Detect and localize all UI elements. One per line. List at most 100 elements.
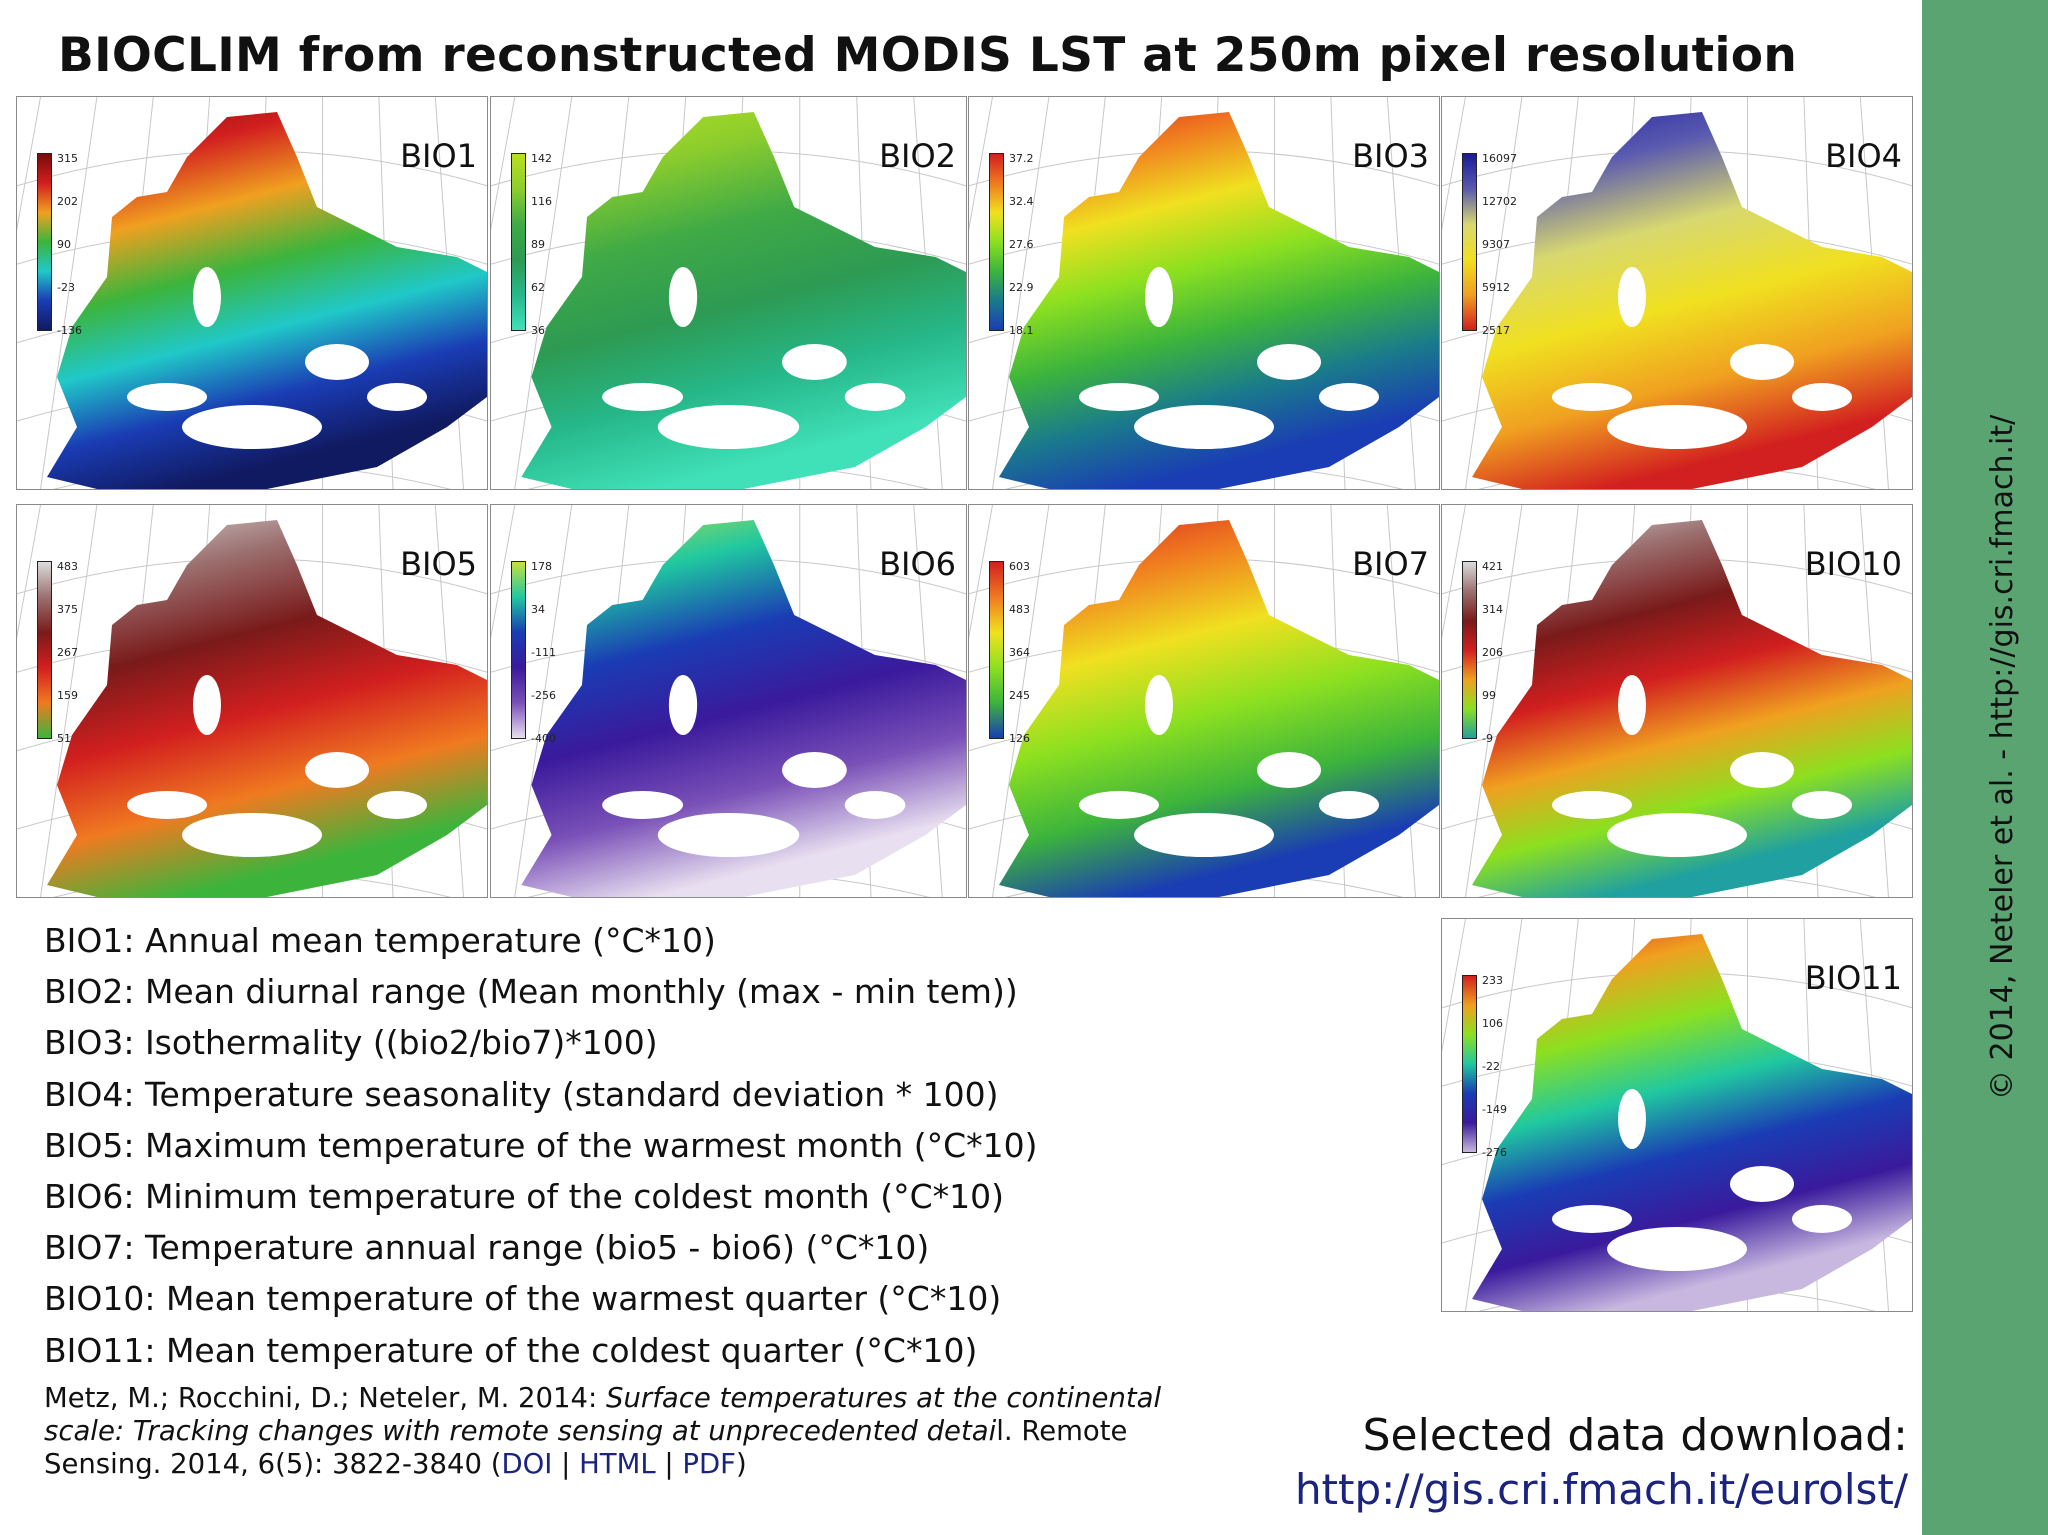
legend-tick-label: 603 xyxy=(1009,561,1030,573)
sea-area xyxy=(782,752,847,788)
legend-tick-label: -23 xyxy=(57,282,75,294)
definition-bio2: BIO2: Mean diurnal range (Mean monthly (… xyxy=(44,966,1038,1017)
legend-color-bar xyxy=(37,153,52,331)
sea-area xyxy=(845,791,906,819)
legend-tick-label: 142 xyxy=(531,153,552,165)
legend-tick-label: 34 xyxy=(531,604,545,616)
legend-tick-label: 314 xyxy=(1482,604,1503,616)
legend-tick-label: 89 xyxy=(531,239,545,251)
sea-area xyxy=(1257,752,1321,788)
html-link[interactable]: HTML xyxy=(579,1448,656,1480)
legend-color-bar xyxy=(511,561,526,739)
panel-label: BIO4 xyxy=(1825,137,1902,175)
panel-label: BIO11 xyxy=(1805,959,1902,997)
panel-label: BIO2 xyxy=(879,137,956,175)
legend-tick-label: -149 xyxy=(1482,1104,1507,1116)
legend-tick-label: 178 xyxy=(531,561,552,573)
sea-area xyxy=(658,405,799,449)
legend-color-bar xyxy=(37,561,52,739)
sea-area xyxy=(1607,813,1747,857)
sea-area xyxy=(1618,1089,1646,1149)
sea-area xyxy=(602,383,683,411)
sea-area xyxy=(1607,405,1747,449)
sea-area xyxy=(845,383,906,411)
panel-label: BIO6 xyxy=(879,545,956,583)
legend-tick-label: -136 xyxy=(57,325,82,337)
map-panel-bio11: 233 106 -22 -149 -276 BIO11 xyxy=(1441,918,1913,1312)
legend-tick-label: -276 xyxy=(1482,1147,1507,1159)
download-label: Selected data download: xyxy=(1295,1410,1908,1462)
legend-tick-label: 16097 xyxy=(1482,153,1517,165)
sea-area xyxy=(1079,791,1159,819)
legend-color-bar xyxy=(1462,975,1477,1153)
sea-area xyxy=(1730,752,1794,788)
citation-title-tail: l xyxy=(996,1415,1004,1447)
sea-area xyxy=(1730,1166,1794,1202)
sea-area xyxy=(1618,267,1646,327)
legend-tick-label: 18.1 xyxy=(1009,325,1034,337)
sea-area xyxy=(782,344,847,380)
sea-area xyxy=(305,752,369,788)
legend-tick-label: 375 xyxy=(57,604,78,616)
sea-area xyxy=(367,791,427,819)
sea-area xyxy=(1792,791,1852,819)
legend-tick-label: -256 xyxy=(531,690,556,702)
sea-area xyxy=(1145,675,1173,735)
separator: | xyxy=(656,1448,683,1480)
legend-tick-label: 245 xyxy=(1009,690,1030,702)
legend-tick-label: 62 xyxy=(531,282,545,294)
definition-bio6: BIO6: Minimum temperature of the coldest… xyxy=(44,1171,1038,1222)
map-panel-bio3: 37.2 32.4 27.6 22.9 18.1 BIO3 xyxy=(968,96,1440,490)
legend-tick-label: 126 xyxy=(1009,733,1030,745)
legend-tick-label: 483 xyxy=(1009,604,1030,616)
citation-authors: Metz, M.; Rocchini, D.; Neteler, M. 2014… xyxy=(44,1382,606,1414)
legend-tick-label: 22.9 xyxy=(1009,282,1034,294)
legend-color-bar xyxy=(1462,561,1477,739)
legend-tick-label: 364 xyxy=(1009,647,1030,659)
legend-tick-label: -9 xyxy=(1482,733,1493,745)
legend-tick-label: 159 xyxy=(57,690,78,702)
sea-area xyxy=(193,267,221,327)
sea-area xyxy=(305,344,369,380)
legend-tick-label: 51 xyxy=(57,733,71,745)
legend-tick-label: 36 xyxy=(531,325,545,337)
citation-close: ) xyxy=(736,1448,747,1480)
legend-tick-label: 206 xyxy=(1482,647,1503,659)
legend-tick-label: 32.4 xyxy=(1009,196,1034,208)
definition-bio7: BIO7: Temperature annual range (bio5 - b… xyxy=(44,1222,1038,1273)
legend-tick-label: 27.6 xyxy=(1009,239,1034,251)
sea-area xyxy=(127,791,207,819)
definition-bio10: BIO10: Mean temperature of the warmest q… xyxy=(44,1273,1038,1324)
sea-area xyxy=(193,675,221,735)
sea-area xyxy=(1079,383,1159,411)
sea-area xyxy=(1134,813,1274,857)
definition-bio11: BIO11: Mean temperature of the coldest q… xyxy=(44,1325,1038,1376)
map-panel-bio5: 483 375 267 159 51 BIO5 xyxy=(16,504,488,898)
legend-tick-label: 315 xyxy=(57,153,78,165)
download-url-link[interactable]: http://gis.cri.fmach.it/eurolst/ xyxy=(1295,1462,1908,1518)
map-panel-bio2: 142 116 89 62 36 BIO2 xyxy=(490,96,967,490)
citation: Metz, M.; Rocchini, D.; Neteler, M. 2014… xyxy=(44,1382,1224,1481)
legend-tick-label: 99 xyxy=(1482,690,1496,702)
sea-area xyxy=(1257,344,1321,380)
legend-tick-label: 12702 xyxy=(1482,196,1517,208)
legend-color-bar xyxy=(989,153,1004,331)
pdf-link[interactable]: PDF xyxy=(682,1448,736,1480)
legend-tick-label: 90 xyxy=(57,239,71,251)
legend-color-bar xyxy=(511,153,526,331)
sea-area xyxy=(1552,1205,1632,1233)
sea-area xyxy=(182,405,322,449)
definition-bio3: BIO3: Isothermality ((bio2/bio7)*100) xyxy=(44,1017,1038,1068)
doi-link[interactable]: DOI xyxy=(501,1448,552,1480)
separator: | xyxy=(552,1448,579,1480)
legend-tick-label: 202 xyxy=(57,196,78,208)
panel-label: BIO1 xyxy=(400,137,477,175)
map-panel-bio4: 16097 12702 9307 5912 2517 BIO4 xyxy=(1441,96,1913,490)
data-download: Selected data download: http://gis.cri.f… xyxy=(1295,1410,1908,1518)
sea-area xyxy=(1730,344,1794,380)
sea-area xyxy=(1792,1205,1852,1233)
legend-color-bar xyxy=(989,561,1004,739)
legend-tick-label: -111 xyxy=(531,647,556,659)
sea-area xyxy=(669,675,697,735)
legend-tick-label: 2517 xyxy=(1482,325,1510,337)
